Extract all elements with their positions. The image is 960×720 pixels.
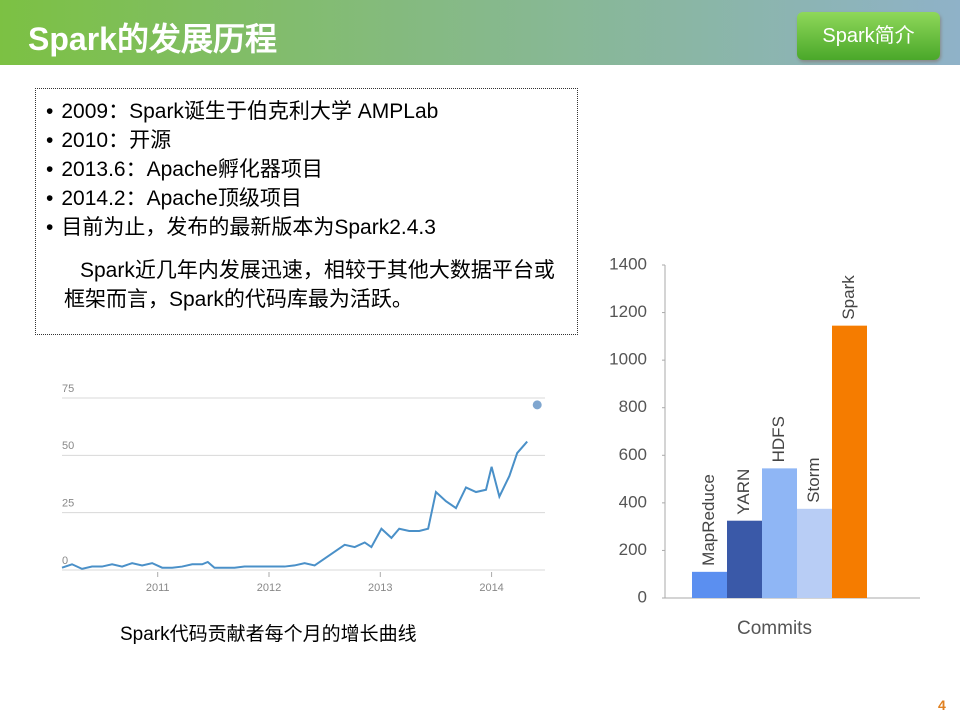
y-tick-label: 75 [62,383,74,395]
y-tick-label: 400 [619,492,647,511]
x-tick-label: 2014 [479,582,503,594]
bar-label: Storm [804,457,823,502]
point [532,400,542,410]
y-tick-label: 50 [62,440,74,452]
y-tick-label: 600 [619,445,647,464]
bullet-list: 2009：Spark诞生于伯克利大学 AMPLab 2010：开源 2013.6… [46,97,567,242]
x-tick-label: 2013 [368,582,392,594]
y-tick-label: 200 [619,540,647,559]
chart-caption: Spark代码贡献者每个月的增长曲线 [120,624,417,645]
bullet: 目前为止，发布的最新版本为Spark2.4.3 [46,213,567,242]
y-tick-label: 800 [619,397,647,416]
y-tick-label: 1200 [609,302,647,321]
bar [832,325,867,598]
y-tick-label: 1000 [609,350,647,369]
paragraph: Spark近几年内发展迅速，相较于其他大数据平台或框架而言，Spark的代码库最… [64,259,555,311]
y-tick-label: 1400 [609,254,647,273]
bullet: 2010：开源 [46,126,567,155]
bullet: 2009：Spark诞生于伯克利大学 AMPLab [46,97,567,126]
bar [727,520,762,598]
y-tick-label: 0 [638,587,647,606]
bar-label: YARN [734,469,753,515]
bar [762,468,797,598]
bar-label: Spark [839,275,858,320]
x-axis-label: Commits [737,618,812,639]
page-number: 4 [938,697,946,713]
bullet: 2014.2：Apache顶级项目 [46,184,567,213]
x-tick-label: 2011 [146,582,170,594]
bar-label: HDFS [769,416,788,462]
nav-button[interactable]: Spark简介 [797,12,940,60]
bar [692,571,727,598]
slide-title: Spark的发展历程 [28,21,277,57]
y-tick-label: 25 [62,498,74,510]
bar [797,508,832,598]
text-box: 2009：Spark诞生于伯克利大学 AMPLab 2010：开源 2013.6… [35,88,578,335]
bar-label: MapReduce [699,474,718,566]
line-series [61,440,528,570]
bullet: 2013.6：Apache孵化器项目 [46,155,567,184]
x-tick-label: 2012 [257,582,281,594]
y-tick-label: 0 [62,555,68,567]
